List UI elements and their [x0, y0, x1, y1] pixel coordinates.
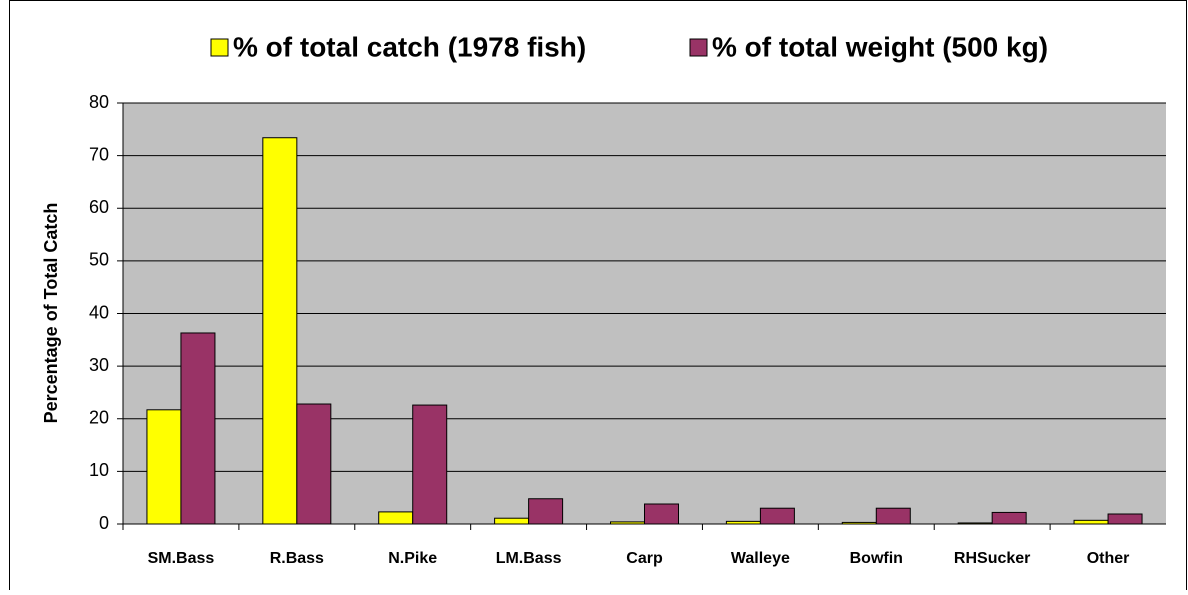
bar: [262, 137, 298, 525]
y-tick-label: 0: [99, 513, 109, 533]
y-tick-label: 50: [89, 250, 109, 270]
y-tick-label: 40: [89, 302, 109, 322]
legend-label: % of total weight (500 kg): [712, 31, 1048, 62]
bar: [1073, 519, 1109, 525]
x-tick-label: Other: [1087, 550, 1130, 567]
bar: [644, 503, 679, 525]
bar: [296, 403, 332, 525]
bar: [528, 498, 564, 525]
x-tick-label: LM.Bass: [496, 550, 562, 567]
bar: [1107, 513, 1143, 525]
y-tick-label: 70: [89, 144, 109, 164]
x-tick-label: Walleye: [731, 550, 790, 567]
bar: [146, 409, 182, 525]
y-tick-label: 10: [89, 460, 109, 480]
y-axis-label: Percentage of Total Catch: [41, 203, 61, 424]
bar: [759, 507, 795, 525]
bar: [991, 511, 1027, 525]
legend-label: % of total catch (1978 fish): [233, 31, 586, 62]
x-tick-label: Bowfin: [850, 550, 903, 567]
bar: [412, 404, 448, 525]
bar: [494, 517, 530, 525]
legend-swatch: [689, 38, 708, 57]
y-tick-label: 20: [89, 408, 109, 428]
legend-swatch: [210, 38, 229, 57]
y-tick-label: 60: [89, 197, 109, 217]
x-tick-label: RHSucker: [954, 550, 1030, 567]
x-tick-label: SM.Bass: [148, 550, 215, 567]
bar: [875, 507, 911, 525]
x-tick-label: N.Pike: [388, 550, 437, 567]
y-tick-label: 80: [89, 92, 109, 112]
y-tick-label: 30: [89, 355, 109, 375]
x-tick-label: Carp: [626, 550, 663, 567]
bar: [180, 332, 216, 525]
bar: [378, 511, 414, 525]
x-tick-label: R.Bass: [270, 550, 324, 567]
